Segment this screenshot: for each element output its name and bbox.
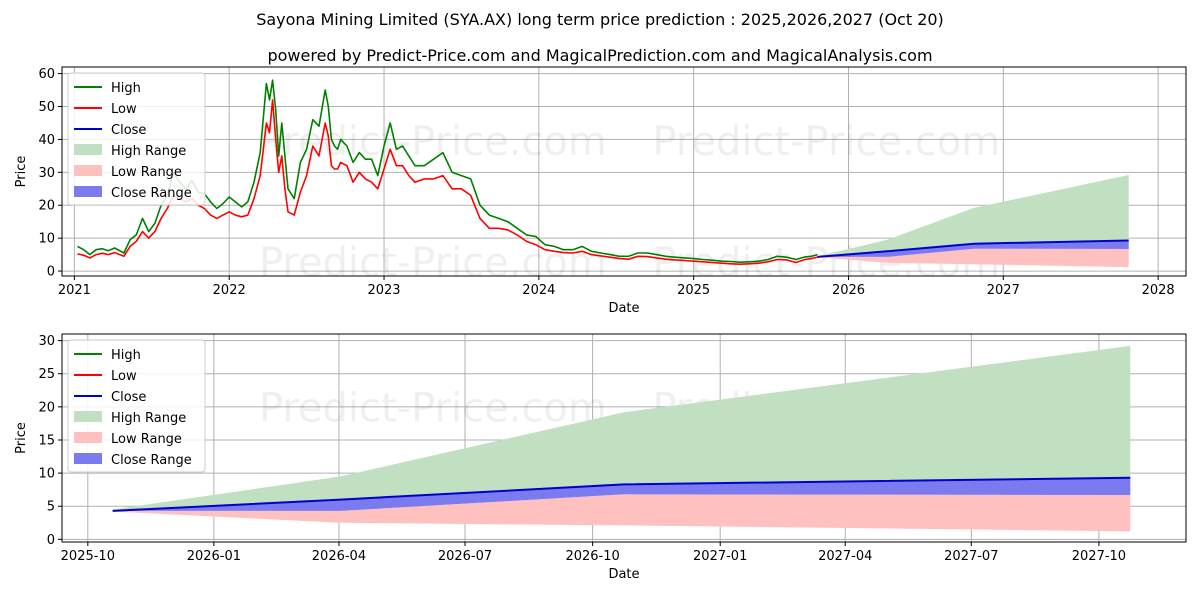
x-tick-label: 2027-07 [944, 549, 998, 564]
legend-patch-swatch [74, 144, 102, 155]
y-tick-label: 5 [47, 500, 55, 515]
legend-frame [67, 72, 206, 206]
close-series-line [112, 476, 1131, 512]
y-tick-label: 25 [38, 367, 55, 382]
legend-item-label: Close [111, 123, 146, 138]
x-tick-label: 2021 [58, 283, 91, 298]
x-tick-label: 2024 [522, 283, 555, 298]
legend-item-label: Low [111, 102, 137, 117]
plot-frame [61, 66, 1187, 277]
y-axis-label: Price [14, 156, 29, 188]
high-range-band [112, 345, 1131, 511]
x-tick-label: 2027 [987, 283, 1020, 298]
low-range-band [817, 248, 1129, 268]
watermark-text: Predict-Price.com [259, 240, 607, 286]
legend: High Low Close High Range Low Range Close Ran… [67, 339, 206, 473]
y-axis-label: Price [14, 422, 29, 454]
x-tick-label: 2027-01 [693, 549, 747, 564]
x-tick-label: 2026-01 [187, 549, 241, 564]
legend: High Low Close High Range Low Range Close Ran… [67, 72, 206, 206]
y-tick-label: 50 [38, 100, 55, 115]
legend-item-label: Close [111, 390, 146, 405]
legend-item-label: High [111, 348, 141, 363]
y-tick-label: 60 [38, 67, 55, 82]
close-range-band [112, 477, 1131, 511]
x-tick-label: 2026-10 [565, 549, 619, 564]
legend-patch-swatch [74, 165, 102, 176]
x-tick-label: 2028 [1142, 283, 1175, 298]
legend-item-label: Low Range [111, 165, 182, 180]
legend-patch-swatch [74, 186, 102, 197]
legend-item-label: Low [111, 369, 137, 384]
watermark-text: Predict-Price.com [259, 385, 607, 431]
legend-patch-swatch [74, 432, 102, 443]
forecast-panel: Predict-Price.comPredict-Price.com2025-1… [14, 333, 1187, 582]
legend-item-label: Low Range [111, 432, 182, 447]
close-range-band [817, 240, 1129, 257]
price-history-panel: Predict-Price.com Predict-Price.com Predic… [14, 66, 1187, 316]
legend-frame [67, 339, 206, 473]
y-tick-label: 0 [47, 533, 55, 548]
watermark-text: Predict-Price.com [652, 119, 1000, 165]
watermark-text: Predict-Price.com [259, 119, 607, 165]
x-tick-label: 2027-04 [818, 549, 872, 564]
x-tick-label: 2026 [832, 283, 865, 298]
legend-item-label: High Range [111, 411, 186, 426]
x-tick-label: 2023 [367, 283, 400, 298]
x-tick-label: 2025 [677, 283, 710, 298]
x-axis-label: Date [608, 567, 639, 582]
plot-area [112, 345, 1131, 532]
y-tick-label: 30 [38, 334, 55, 349]
high-range-band [817, 175, 1129, 257]
y-tick-label: 10 [38, 232, 55, 247]
y-tick-label: 0 [47, 265, 55, 280]
plot-frame [61, 333, 1187, 543]
x-tick-label: 2025-10 [61, 549, 115, 564]
close-series-line [817, 239, 1129, 258]
x-axis-label: Date [608, 301, 639, 316]
legend-item-label: High [111, 81, 141, 96]
x-tick-label: 2026-04 [312, 549, 366, 564]
legend-item-label: Close Range [111, 453, 192, 468]
legend-patch-swatch [74, 411, 102, 422]
x-tick-label: 2026-07 [438, 549, 492, 564]
y-tick-label: 10 [38, 467, 55, 482]
y-tick-label: 40 [38, 133, 55, 148]
x-tick-label: 2027-10 [1072, 549, 1126, 564]
y-tick-label: 20 [38, 199, 55, 214]
y-tick-label: 15 [38, 433, 55, 448]
chart-title: Sayona Mining Limited (SYA.AX) long term… [256, 10, 944, 29]
x-tick-label: 2022 [213, 283, 246, 298]
legend-item-label: High Range [111, 144, 186, 159]
low-range-band [112, 494, 1131, 532]
chart-subtitle: powered by Predict-Price.com and Magical… [267, 46, 932, 65]
y-tick-label: 30 [38, 166, 55, 181]
legend-patch-swatch [74, 453, 102, 464]
y-tick-label: 20 [38, 400, 55, 415]
legend-item-label: Close Range [111, 186, 192, 201]
